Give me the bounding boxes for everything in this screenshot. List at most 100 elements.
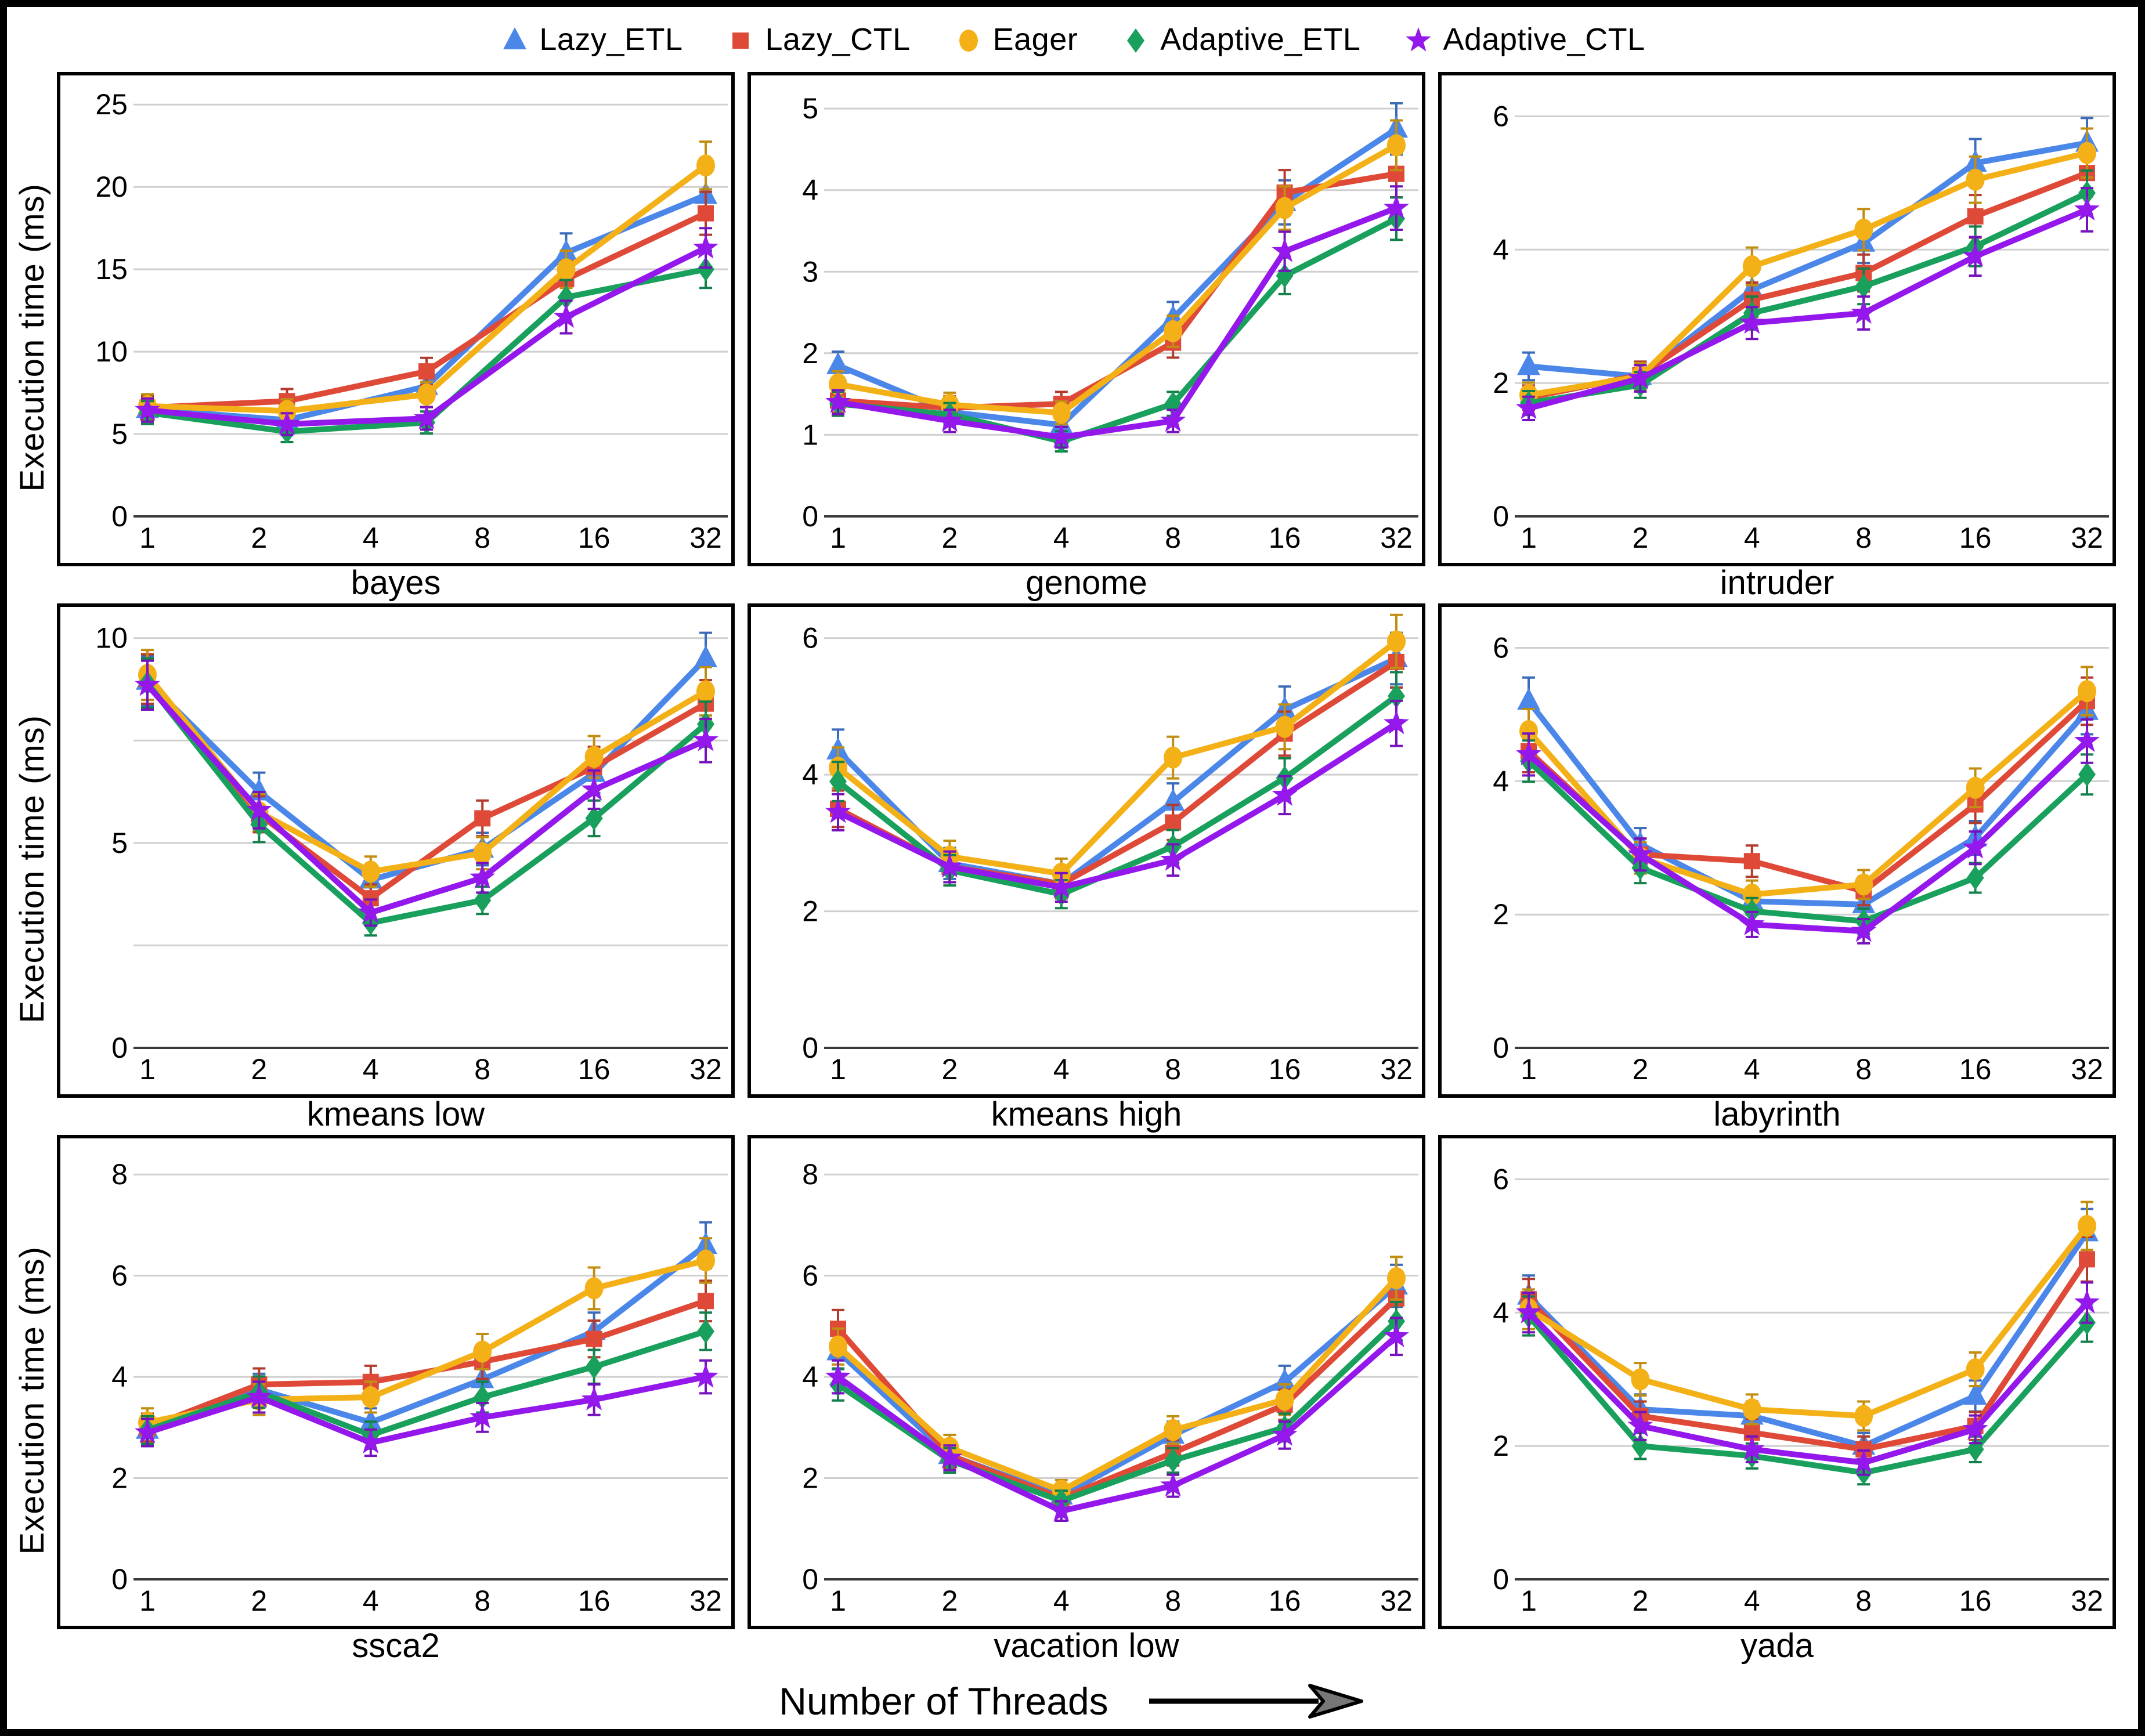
svg-text:8: 8 [474, 522, 490, 554]
subplot-kmeans-high: 0 2 4 6 1 2 4 8 16 32 kmeans high [748, 603, 1425, 1131]
subplot-genome: 0 1 2 3 4 5 1 2 4 8 16 32 genome [748, 72, 1425, 600]
subplot-bayes: 0 5 10 15 20 25 1 2 4 8 16 32 bayes [57, 72, 735, 600]
svg-text:2: 2 [1493, 367, 1509, 399]
svg-text:16: 16 [1269, 1053, 1301, 1086]
svg-text:2: 2 [1493, 898, 1509, 931]
svg-text:1: 1 [1521, 522, 1537, 554]
svg-text:25: 25 [95, 88, 128, 121]
svg-text:1: 1 [830, 522, 846, 554]
legend-label: Adaptive_ETL [1160, 22, 1361, 57]
plot-row-1: Execution time (ms) 0 5 10 15 20 25 1 2 4 8 16 32 ba… [7, 72, 2138, 603]
svg-text:4: 4 [363, 1053, 379, 1086]
subplot-vacation-low: 0 2 4 6 8 1 2 4 8 16 32 vacation low [748, 1135, 1425, 1663]
right-arrow-icon [1149, 1684, 1363, 1719]
svg-text:0: 0 [1493, 500, 1509, 533]
svg-text:8: 8 [1855, 522, 1872, 554]
svg-text:0: 0 [111, 1032, 128, 1064]
svg-text:32: 32 [1380, 522, 1413, 554]
svg-text:20: 20 [95, 171, 128, 203]
svg-text:16: 16 [578, 1585, 611, 1617]
svg-text:8: 8 [1855, 1585, 1872, 1617]
svg-text:6: 6 [802, 1260, 818, 1292]
y-axis-label: Execution time (ms) [13, 715, 51, 1023]
y-axis-label-row-2: Execution time (ms) [7, 603, 57, 1135]
plot-row-2: Execution time (ms) 0 5 10 1 2 4 8 16 32 kmeans l… [7, 603, 2138, 1135]
svg-text:1: 1 [1521, 1053, 1537, 1086]
svg-text:32: 32 [2071, 1053, 2103, 1086]
svg-text:2: 2 [251, 1053, 267, 1086]
svg-text:16: 16 [578, 1053, 611, 1086]
svg-text:2: 2 [251, 1585, 267, 1617]
svg-text:8: 8 [474, 1585, 490, 1617]
plot-ssca2: 0 2 4 6 8 1 2 4 8 16 32 [57, 1135, 735, 1629]
svg-text:10: 10 [95, 622, 128, 654]
svg-text:8: 8 [802, 1158, 818, 1191]
svg-text:8: 8 [1165, 522, 1181, 554]
subplot-title: intruder [1720, 564, 1835, 602]
legend-item-lazy_etl: Lazy_ETL [500, 21, 682, 57]
svg-text:16: 16 [1959, 522, 1992, 554]
svg-text:1: 1 [1521, 1585, 1537, 1617]
svg-text:4: 4 [111, 1361, 128, 1393]
svg-text:4: 4 [802, 1361, 818, 1393]
y-axis-label: Execution time (ms) [13, 1246, 51, 1555]
plot-bayes: 0 5 10 15 20 25 1 2 4 8 16 32 [57, 72, 735, 566]
svg-text:4: 4 [1493, 765, 1509, 797]
y-axis-label-row-1: Execution time (ms) [7, 72, 57, 603]
x-axis-title: Number of Threads [779, 1680, 1108, 1723]
svg-text:0: 0 [1493, 1563, 1509, 1596]
svg-text:4: 4 [1053, 522, 1070, 554]
svg-text:4: 4 [1744, 1053, 1760, 1086]
svg-text:16: 16 [578, 522, 611, 554]
svg-text:8: 8 [474, 1053, 490, 1086]
svg-text:2: 2 [941, 1053, 958, 1086]
legend-item-lazy_ctl: Lazy_CTL [725, 21, 910, 57]
svg-text:32: 32 [689, 1053, 722, 1086]
svg-text:4: 4 [1744, 522, 1760, 554]
svg-text:4: 4 [1053, 1585, 1070, 1617]
svg-text:4: 4 [363, 1585, 379, 1617]
svg-text:16: 16 [1269, 522, 1301, 554]
svg-text:16: 16 [1269, 1585, 1301, 1617]
svg-text:16: 16 [1959, 1585, 1992, 1617]
subplot-labyrinth: 0 2 4 6 1 2 4 8 16 32 labyrinth [1438, 603, 2116, 1131]
subplot-kmeans-low: 0 5 10 1 2 4 8 16 32 kmeans low [57, 603, 735, 1131]
subplot-title: yada [1740, 1627, 1814, 1665]
subplot-title: kmeans low [306, 1095, 485, 1133]
legend-label: Adaptive_CTL [1443, 22, 1645, 57]
svg-text:8: 8 [1165, 1585, 1181, 1617]
svg-text:1: 1 [139, 1053, 156, 1086]
subplot-title: ssca2 [352, 1627, 440, 1665]
plot-kmeans-low: 0 5 10 1 2 4 8 16 32 [57, 603, 735, 1098]
svg-text:2: 2 [802, 1462, 818, 1495]
subplot-title: labyrinth [1713, 1095, 1841, 1133]
svg-text:1: 1 [830, 1053, 846, 1086]
legend-label: Eager [992, 22, 1078, 57]
legend-label: Lazy_ETL [539, 22, 683, 57]
svg-text:6: 6 [802, 622, 818, 654]
svg-text:0: 0 [111, 1563, 128, 1596]
diamond-marker-icon [1127, 28, 1145, 53]
square-marker-icon [732, 32, 749, 49]
svg-text:1: 1 [139, 1585, 156, 1617]
x-axis-title-bar: Number of Threads [7, 1673, 2138, 1729]
svg-text:32: 32 [1380, 1053, 1413, 1086]
legend-label: Lazy_CTL [765, 22, 911, 57]
subplot-yada: 0 2 4 6 1 2 4 8 16 32 yada [1438, 1135, 2116, 1663]
svg-text:16: 16 [1959, 1053, 1992, 1086]
plot-intruder: 0 2 4 6 1 2 4 8 16 32 [1438, 72, 2116, 566]
svg-text:8: 8 [1855, 1053, 1872, 1086]
svg-text:4: 4 [802, 758, 818, 791]
subplot-title: kmeans high [991, 1095, 1182, 1133]
star-marker-icon [1406, 27, 1432, 52]
plot-vacation-low: 0 2 4 6 8 1 2 4 8 16 32 [748, 1135, 1425, 1629]
plot-row-1-cells: 0 5 10 15 20 25 1 2 4 8 16 32 bayes 0 1 2 3 4 5 1 2 4 8 16 32 gen… [57, 72, 2138, 603]
svg-text:4: 4 [1493, 1296, 1509, 1329]
svg-text:2: 2 [251, 522, 267, 554]
svg-text:32: 32 [2071, 1585, 2103, 1617]
svg-text:2: 2 [1632, 1585, 1648, 1617]
legend-item-adaptive_etl: Adaptive_ETL [1121, 21, 1360, 57]
legend: Lazy_ETL Lazy_CTL Eager Adaptive_ETL Adaptiv… [7, 7, 2138, 72]
